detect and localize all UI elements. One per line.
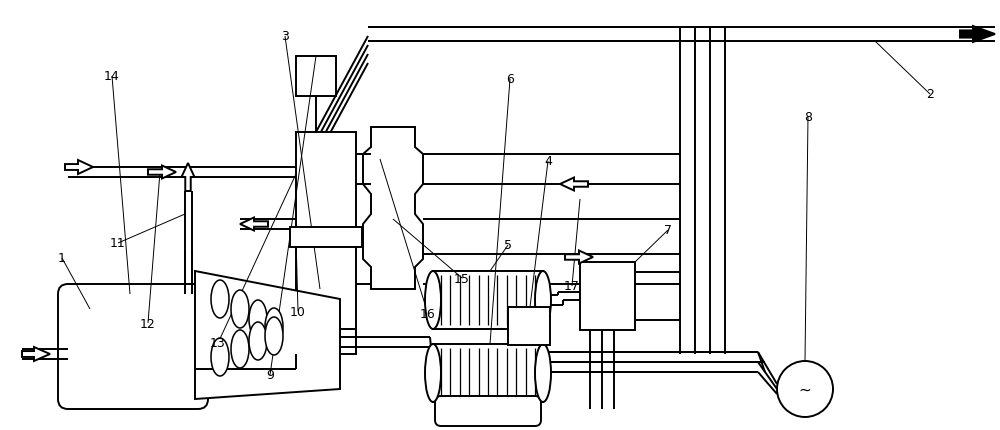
FancyBboxPatch shape xyxy=(435,396,541,426)
Text: 13: 13 xyxy=(210,337,226,350)
Bar xyxy=(296,133,356,354)
Polygon shape xyxy=(363,128,423,289)
Polygon shape xyxy=(65,161,93,175)
Text: ~: ~ xyxy=(799,381,811,396)
Polygon shape xyxy=(240,218,268,231)
Ellipse shape xyxy=(211,338,229,376)
Ellipse shape xyxy=(211,280,229,318)
Polygon shape xyxy=(960,27,995,43)
Polygon shape xyxy=(560,178,588,191)
Text: 9: 9 xyxy=(266,369,274,381)
Text: 8: 8 xyxy=(804,111,812,123)
Ellipse shape xyxy=(535,344,551,402)
Text: 15: 15 xyxy=(454,272,470,285)
Text: 3: 3 xyxy=(281,30,289,43)
Ellipse shape xyxy=(265,308,283,346)
Ellipse shape xyxy=(231,330,249,368)
Text: 6: 6 xyxy=(506,73,514,86)
Ellipse shape xyxy=(249,300,267,338)
Ellipse shape xyxy=(249,322,267,360)
Ellipse shape xyxy=(265,317,283,355)
Text: 14: 14 xyxy=(104,70,120,83)
Polygon shape xyxy=(148,166,176,179)
Bar xyxy=(433,344,543,402)
Bar xyxy=(580,262,635,330)
Polygon shape xyxy=(22,347,50,361)
Text: 7: 7 xyxy=(664,224,672,236)
Polygon shape xyxy=(565,251,593,264)
Text: 4: 4 xyxy=(544,155,552,168)
Bar xyxy=(290,227,362,247)
Text: 16: 16 xyxy=(420,307,436,320)
Ellipse shape xyxy=(425,271,441,329)
Text: 11: 11 xyxy=(110,237,126,249)
Polygon shape xyxy=(182,164,194,191)
Ellipse shape xyxy=(535,271,551,329)
Bar xyxy=(296,57,336,97)
FancyBboxPatch shape xyxy=(58,284,208,409)
Circle shape xyxy=(777,361,833,417)
Bar xyxy=(433,271,543,329)
Text: 10: 10 xyxy=(290,305,306,318)
Text: 12: 12 xyxy=(140,317,156,330)
Ellipse shape xyxy=(231,290,249,328)
Text: 2: 2 xyxy=(926,88,934,101)
Text: 1: 1 xyxy=(58,252,66,264)
Bar xyxy=(508,307,550,345)
Polygon shape xyxy=(195,271,340,399)
Text: 17: 17 xyxy=(564,280,580,292)
Text: 5: 5 xyxy=(504,239,512,252)
Ellipse shape xyxy=(425,344,441,402)
